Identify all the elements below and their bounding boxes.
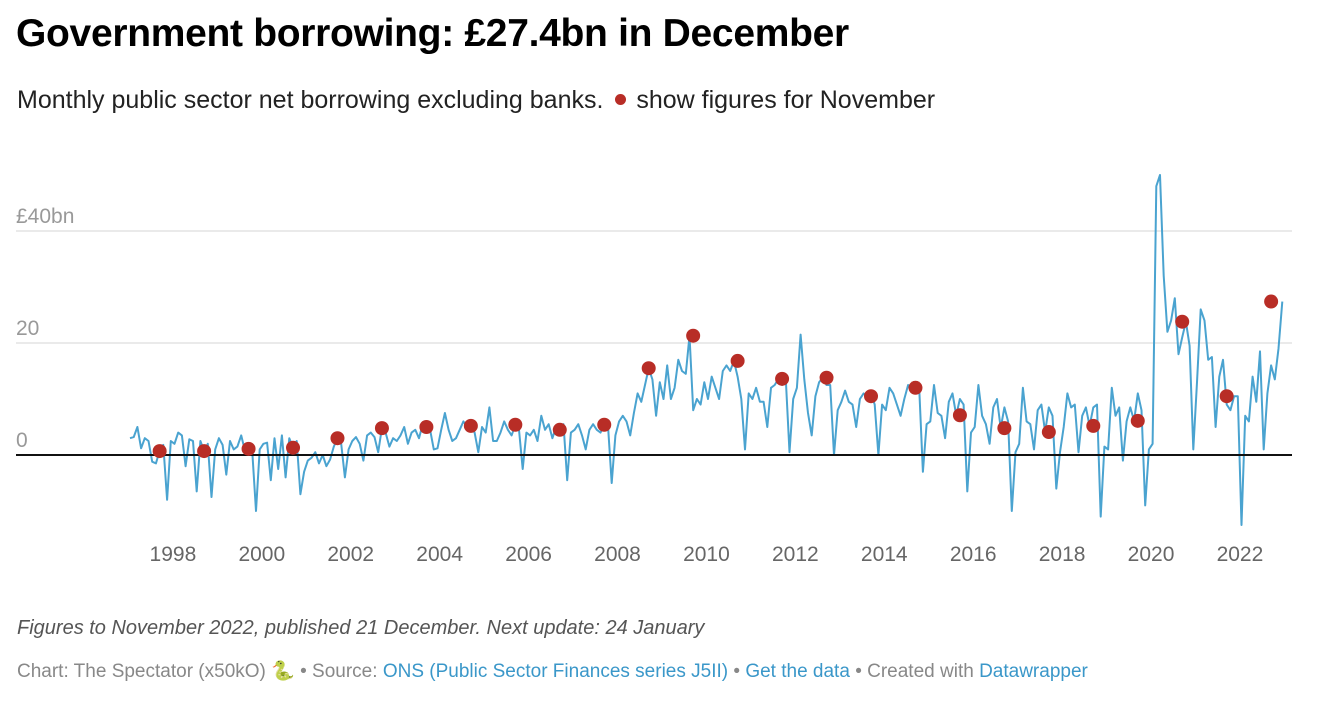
november-dot (152, 444, 167, 459)
get-data-link[interactable]: Get the data (745, 661, 850, 682)
november-dot (463, 418, 478, 433)
x-tick-label: 2000 (238, 543, 285, 566)
x-tick-label: 2014 (861, 543, 908, 566)
november-dot (419, 420, 434, 434)
november-dot (1219, 389, 1234, 404)
november-dot (819, 370, 834, 385)
november-dot (775, 371, 790, 386)
november-dot (730, 353, 745, 368)
source-label: Source: (312, 661, 378, 682)
november-dot (1086, 418, 1101, 433)
chart-credit: Chart: The Spectator (x50kO) (17, 661, 266, 682)
x-tick-label: 2002 (327, 543, 374, 566)
x-tick-label: 2016 (950, 543, 997, 566)
november-dot (908, 380, 923, 395)
snake-icon: 🐍 (271, 661, 295, 682)
november-dot (374, 421, 389, 436)
x-tick-label: 2018 (1039, 543, 1086, 566)
y-tick-label: £40bn (16, 205, 74, 228)
november-dot (641, 361, 656, 376)
x-tick-label: 2012 (772, 543, 819, 566)
y-tick-label: 20 (16, 317, 39, 340)
x-tick-label: 2010 (683, 543, 730, 566)
created-with-label: Created with (867, 661, 974, 682)
x-tick-label: 2022 (1217, 543, 1264, 566)
source-link[interactable]: ONS (Public Sector Finances series J5II) (382, 661, 729, 682)
november-dot (508, 417, 523, 432)
chart-title: Government borrowing: £27.4bn in Decembe… (16, 12, 849, 55)
november-dot (197, 444, 212, 459)
series-line (129, 174, 1284, 526)
x-tick-label: 2006 (505, 543, 552, 566)
red-dot-legend-icon (615, 93, 627, 105)
x-tick-label: 2008 (594, 543, 641, 566)
november-dot (1041, 425, 1056, 440)
x-tick-label: 2004 (416, 543, 463, 566)
chart-byline: Chart: The Spectator (x50kO) 🐍 • Source:… (17, 659, 1088, 683)
november-dot (997, 421, 1012, 436)
november-dot (597, 417, 612, 432)
separator: • (733, 661, 741, 682)
november-dot (1130, 413, 1145, 428)
subtitle-text: Monthly public sector net borrowing excl… (17, 86, 604, 114)
separator: • (300, 661, 307, 682)
november-dot (686, 328, 701, 343)
november-dot (552, 422, 567, 437)
november-dot (330, 431, 345, 446)
line-chart: 0 20 £40bn 1998 2000 2002 2004 2006 2008 2010 201… (16, 174, 1292, 566)
x-tick-label: 1998 (150, 543, 197, 566)
datawrapper-link[interactable]: Datawrapper (979, 661, 1088, 682)
y-tick-label: 0 (16, 429, 28, 452)
november-dot (1175, 314, 1190, 329)
november-dot (241, 441, 256, 456)
november-dot (1264, 294, 1279, 309)
chart-notes: Figures to November 2022, published 21 D… (17, 617, 705, 639)
november-dot (864, 389, 878, 404)
november-dot (952, 408, 967, 423)
subtitle-legend-text: show figures for November (636, 86, 936, 114)
separator: • (855, 661, 862, 682)
november-dot (286, 440, 301, 455)
x-tick-label: 2020 (1128, 543, 1175, 566)
chart-subtitle: Monthly public sector net borrowing excl… (17, 86, 935, 115)
